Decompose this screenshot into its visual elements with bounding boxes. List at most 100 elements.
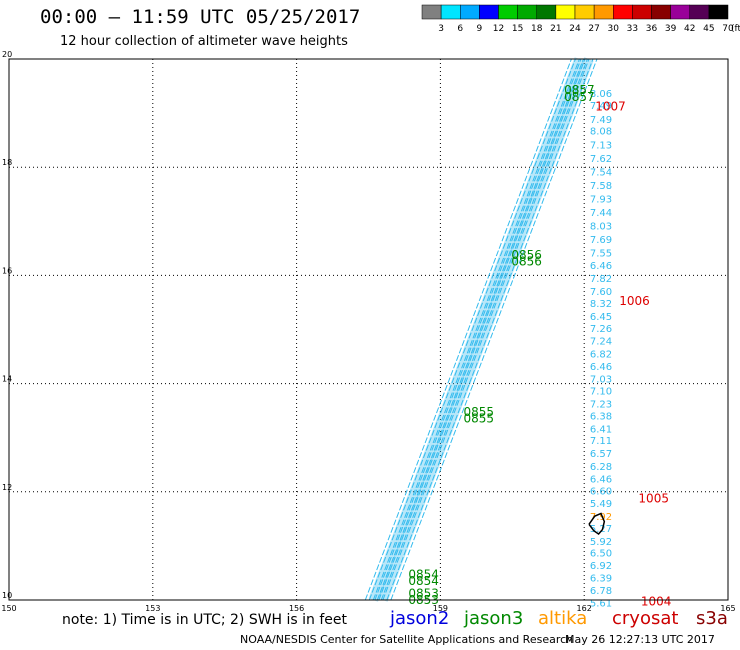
- swh-value-label: 7.49: [590, 115, 612, 126]
- colorbar-label: 6: [457, 24, 463, 34]
- swath-track-line: [364, 58, 572, 601]
- swath-track-line: [390, 58, 598, 601]
- swh-value-label: 7.54: [590, 167, 612, 178]
- y-tick-label: 20: [2, 50, 12, 59]
- swh-value-label: 8.03: [590, 221, 612, 232]
- chart-marks: 8.067.497.498.087.137.627.547.587.937.44…: [408, 83, 671, 609]
- colorbar-label: 33: [627, 24, 638, 34]
- time-label: 0855: [463, 405, 494, 419]
- swh-value-label: 5.27: [590, 524, 612, 535]
- swh-value-label: 5.49: [590, 499, 612, 510]
- time-label: 1004: [641, 594, 672, 608]
- colorbar-label: 39: [665, 24, 677, 34]
- swh-value-label: 7.60: [590, 287, 612, 298]
- colorbar-label: 27: [588, 24, 599, 34]
- time-label: 0855: [463, 412, 494, 426]
- colorbar-label: 45: [703, 24, 714, 34]
- legend-item-cryosat: cryosat: [612, 608, 679, 629]
- colorbar-label: 12: [493, 24, 504, 34]
- x-tick-label: 162: [577, 604, 592, 613]
- colorbar-swatch: [555, 4, 576, 20]
- colorbar-swatch: [498, 4, 518, 20]
- time-label: 0857: [564, 83, 595, 97]
- time-label: 0857: [564, 90, 595, 104]
- swh-value-label: 6.78: [590, 586, 612, 597]
- swh-value-label: 6.46: [590, 362, 612, 373]
- y-tick-label: 14: [2, 375, 12, 384]
- colorbar-swatch: [479, 4, 499, 20]
- x-tick-label: 156: [289, 604, 304, 613]
- colorbar-swatch: [689, 4, 710, 20]
- swh-value-label: 6.45: [590, 312, 612, 323]
- swh-value-label: 7.26: [590, 324, 612, 335]
- swh-value-label: 7.92: [590, 512, 612, 523]
- swh-value-label: 7.82: [590, 274, 612, 285]
- swh-value-label: 7.58: [590, 181, 612, 192]
- colorbar-label: 3: [438, 24, 444, 34]
- legend-item-jason2: jason2: [390, 608, 450, 629]
- legend-item-jason3: jason3: [464, 608, 524, 629]
- y-tick-label: 18: [2, 158, 12, 167]
- colorbar-unit: (ft): [731, 24, 740, 34]
- x-tick-label: 159: [433, 604, 448, 613]
- x-tick-label: 153: [145, 604, 160, 613]
- swh-value-label: 7.69: [590, 235, 612, 246]
- swh-value-label: 7.13: [590, 140, 612, 151]
- axis-ticks: 150 153 156 159 162 165 10 12 14 16 18 20: [1, 50, 735, 613]
- swh-value-label: 8.32: [590, 299, 612, 310]
- time-label: 0853: [408, 586, 439, 600]
- swh-value-label: 7.10: [590, 386, 612, 397]
- colorbar-label: 70: [722, 24, 734, 34]
- colorbar-swatch: [613, 4, 633, 20]
- island-outline: [588, 512, 606, 535]
- time-label: 0854: [408, 574, 439, 588]
- colorbar-swatch: [651, 4, 671, 20]
- page-subtitle: 12 hour collection of altimeter wave hei…: [60, 34, 348, 49]
- colorbar-swatch: [593, 4, 614, 20]
- swh-value-label: 7.55: [590, 248, 612, 259]
- swh-value-label: 8.06: [590, 89, 612, 100]
- swh-value-label: 6.46: [590, 475, 612, 486]
- colorbar-label: 21: [550, 24, 561, 34]
- colorbar-swatch: [632, 4, 652, 20]
- swh-value-label: 7.23: [590, 399, 612, 410]
- swath-track-line: [386, 58, 594, 601]
- footnote: note: 1) Time is in UTC; 2) SWH is in fe…: [62, 612, 348, 628]
- swath-track-line: [376, 58, 584, 601]
- chart-grid: [8, 58, 729, 601]
- swath-band: [364, 57, 598, 602]
- plot-frame: [8, 58, 729, 601]
- swh-value-label: 7.11: [590, 436, 612, 447]
- swh-value-label: 7.44: [590, 208, 612, 219]
- swh-value-label: 6.92: [590, 561, 612, 572]
- page-title: 00:00 – 11:59 UTC 05/25/2017: [40, 6, 361, 28]
- swh-value-label: 6.82: [590, 350, 612, 361]
- swath-track-line: [368, 58, 576, 601]
- swh-value-label: 5.61: [590, 598, 612, 609]
- swath-track-line: [380, 58, 588, 601]
- legend-item-altika: altika: [538, 608, 588, 629]
- colorbar-swatch: [670, 4, 690, 20]
- colorbar-label: 24: [569, 24, 581, 34]
- time-label: 1006: [619, 294, 650, 308]
- colorbar-label: 30: [608, 24, 620, 34]
- swh-value-label: 6.41: [590, 424, 612, 435]
- swath-track-line: [372, 58, 580, 601]
- colorbar-label: 18: [531, 24, 543, 34]
- y-tick-label: 16: [2, 266, 12, 275]
- swh-value-label: 5.92: [590, 537, 612, 548]
- x-tick-label: 165: [720, 604, 735, 613]
- colorbar-swatch: [708, 4, 729, 20]
- colorbar-label: 9: [477, 24, 483, 34]
- y-tick-label: 10: [2, 591, 12, 600]
- swh-value-label: 6.39: [590, 574, 612, 585]
- colorbar-label: 15: [512, 24, 523, 34]
- swh-value-label: 6.28: [590, 462, 612, 473]
- swh-value-label: 6.60: [590, 487, 612, 498]
- swh-value-label: 7.93: [590, 194, 612, 205]
- time-label: 1005: [638, 492, 669, 506]
- swh-value-label: 6.38: [590, 411, 612, 422]
